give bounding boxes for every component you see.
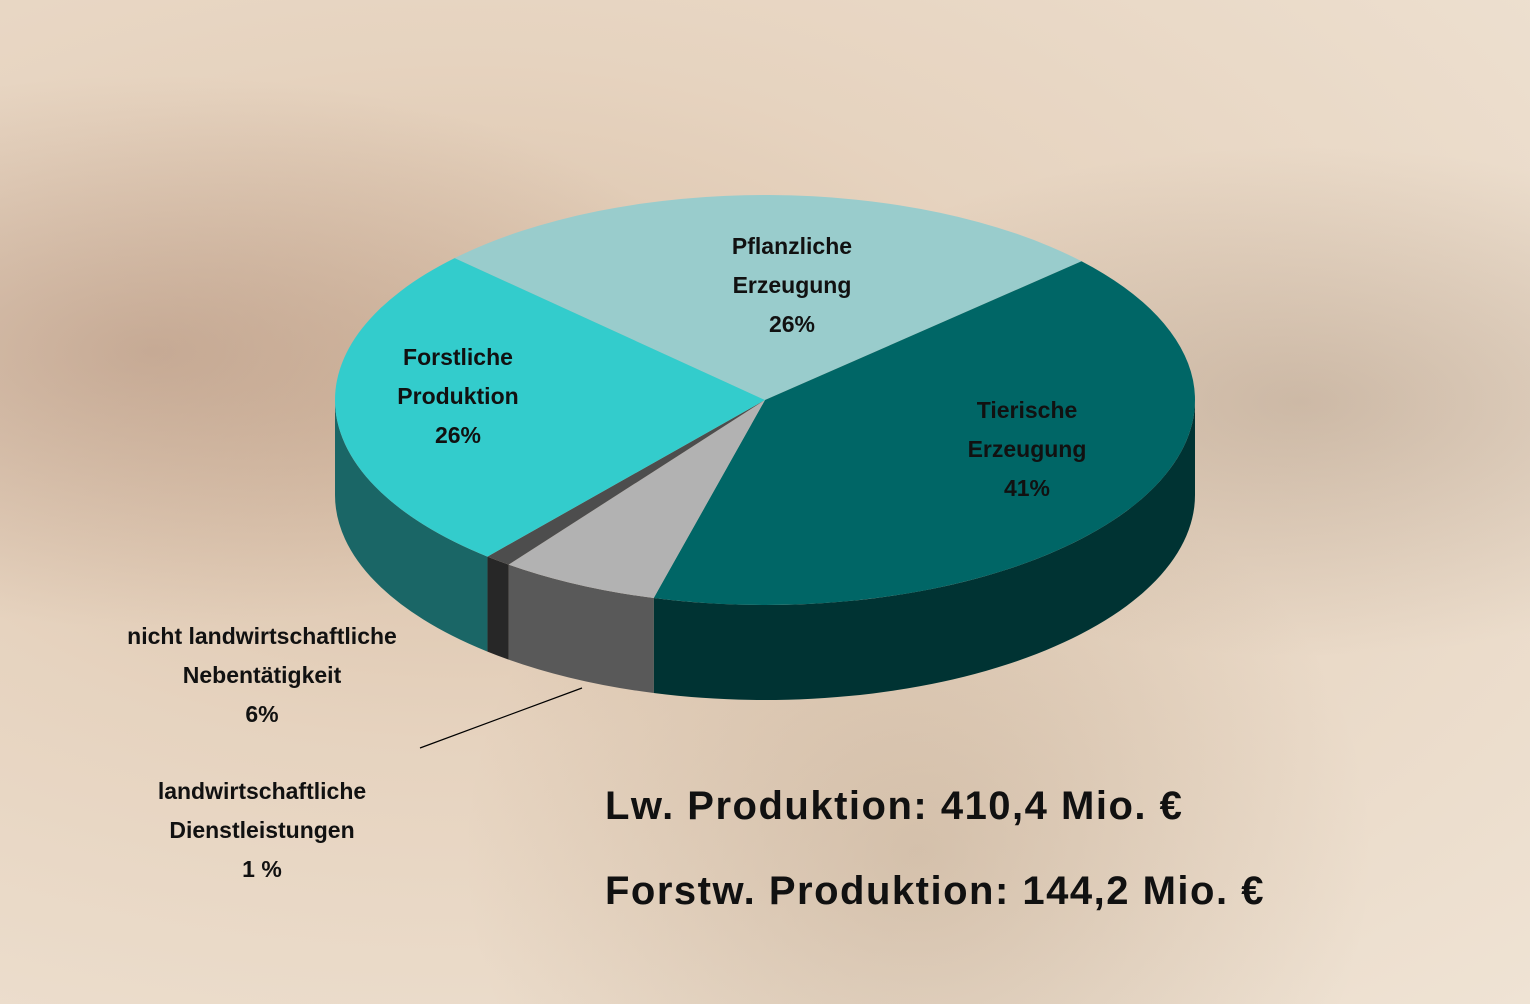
slice-side bbox=[487, 556, 509, 660]
slice bbox=[653, 261, 1195, 605]
slice-label: landwirtschaftliche Dienstleistungen 1 % bbox=[122, 772, 402, 889]
category-label: nicht landwirtschaftliche Nebentätigkeit bbox=[127, 623, 397, 688]
slice bbox=[487, 400, 765, 565]
slice-side bbox=[653, 400, 1195, 700]
slice-side bbox=[508, 564, 654, 694]
slice-label: Forstliche Produktion 26% bbox=[368, 338, 548, 455]
annotation: Forstw. Produktion: 144,2 Mio. € bbox=[605, 869, 1265, 913]
annotation: Lw. Produktion: 410,4 Mio. € bbox=[605, 784, 1184, 828]
value-label: 26% bbox=[768, 311, 816, 337]
slice bbox=[508, 400, 765, 599]
value-label: 41% bbox=[1003, 475, 1051, 501]
slice-label: Tierische Erzeugung 41% bbox=[937, 391, 1117, 508]
value-label: 1 % bbox=[242, 856, 282, 882]
leader-line bbox=[419, 687, 583, 749]
slice-label: Pflanzliche Erzeugung 26% bbox=[702, 227, 882, 344]
slice-label: nicht landwirtschaftliche Nebentätigkeit… bbox=[122, 617, 402, 734]
slice-side bbox=[335, 400, 488, 652]
value-label: 6% bbox=[245, 701, 279, 727]
value-label: 26% bbox=[434, 422, 482, 448]
category-label: Forstliche Produktion bbox=[397, 344, 519, 409]
category-label: Tierische Erzeugung bbox=[967, 397, 1087, 462]
category-label: landwirtschaftliche Dienstleistungen bbox=[157, 778, 367, 843]
slice bbox=[454, 195, 1082, 400]
slice bbox=[334, 258, 765, 557]
category-label: Pflanzliche Erzeugung bbox=[731, 233, 853, 298]
